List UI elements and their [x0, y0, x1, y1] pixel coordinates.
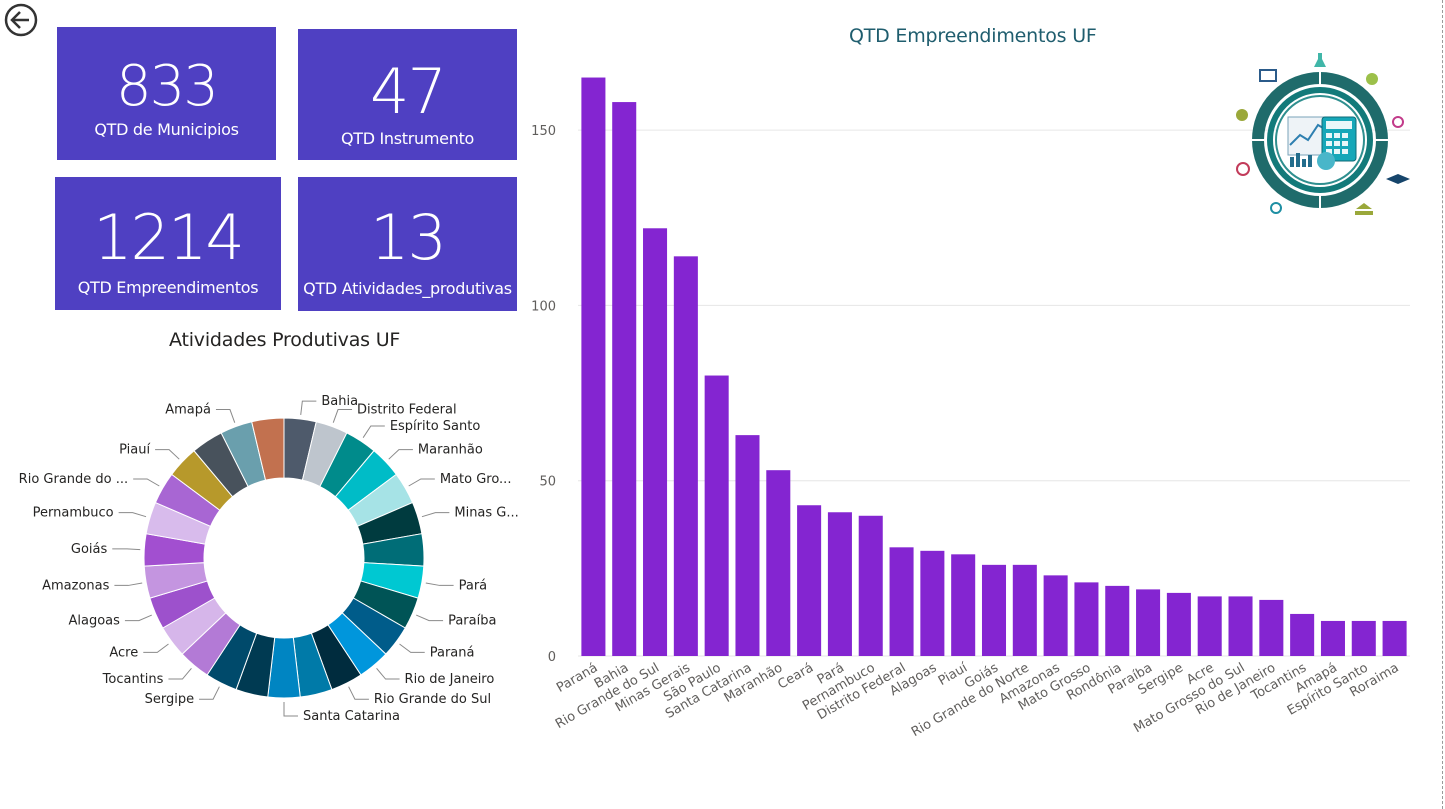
y-tick-label: 100: [531, 299, 556, 314]
donut-leader-line: [399, 643, 425, 653]
donut-slice-label: Sergipe: [145, 692, 194, 707]
donut-slice-label: Amapá: [165, 403, 211, 418]
donut-slice-label: Piauí: [119, 443, 150, 458]
kpi-label: QTD Empreendimentos: [77, 278, 259, 297]
donut-slice-label: Distrito Federal: [357, 403, 457, 418]
bar[interactable]: [920, 550, 945, 656]
bar[interactable]: [1197, 596, 1222, 656]
donut-leader-line: [283, 702, 298, 717]
back-arrow-icon: [4, 3, 38, 37]
donut-leader-line: [112, 548, 141, 551]
y-tick-label: 150: [531, 124, 556, 139]
donut-leader-line: [348, 686, 369, 700]
bar[interactable]: [1290, 613, 1315, 656]
donut-leader-line: [362, 425, 385, 438]
y-tick-label: 0: [548, 650, 556, 665]
donut-leader-line: [168, 667, 192, 680]
donut-slice-label: Tocantins: [102, 672, 164, 687]
kpi-value: 13: [370, 201, 447, 274]
donut-leader-line: [416, 614, 444, 622]
bar[interactable]: [858, 515, 883, 656]
donut-leader-line: [408, 478, 435, 487]
donut-leader-line: [421, 512, 450, 518]
bar[interactable]: [1166, 592, 1191, 656]
bar[interactable]: [1382, 620, 1407, 656]
donut-leader-line: [155, 449, 180, 460]
bar[interactable]: [1043, 575, 1068, 656]
bar[interactable]: [1136, 589, 1161, 656]
bar[interactable]: [735, 435, 760, 656]
donut-leader-line: [300, 400, 317, 416]
donut-leader-line: [215, 409, 236, 423]
bar[interactable]: [643, 228, 668, 656]
kpi-card-empreendimentos[interactable]: 1214 QTD Empreendimentos: [55, 177, 281, 310]
donut-slice-label: Pernambuco: [33, 506, 114, 521]
bar[interactable]: [1259, 599, 1284, 656]
bar[interactable]: [827, 512, 852, 656]
bar[interactable]: [612, 102, 637, 657]
donut-slice-label: Santa Catarina: [303, 709, 400, 724]
kpi-value: 1214: [93, 201, 245, 274]
donut-leader-line: [425, 582, 454, 586]
donut-slice-label: Paraíba: [448, 614, 496, 629]
bar[interactable]: [1074, 582, 1099, 656]
bar[interactable]: [1320, 620, 1345, 656]
donut-chart-title: Atividades Produtivas UF: [169, 329, 401, 351]
bar[interactable]: [951, 554, 976, 656]
kpi-card-municipios[interactable]: 833 QTD de Municipios: [57, 27, 276, 160]
donut-leader-line: [376, 667, 400, 680]
donut-slice-label: Rio de Janeiro: [405, 672, 495, 687]
donut-leader-line: [124, 614, 152, 622]
page-border: [1442, 0, 1443, 809]
bar[interactable]: [1351, 620, 1376, 656]
donut-leader-line: [133, 478, 160, 487]
donut-slice-label: Minas G...: [454, 506, 518, 521]
donut-slice-label: Bahia: [321, 394, 358, 409]
donut-slice-label: Paraná: [430, 645, 475, 660]
donut-slice-label: Rio Grande do ...: [19, 472, 128, 487]
donut-slice-label: Goiás: [71, 542, 108, 557]
x-tick-label: Ceará: [775, 660, 816, 692]
y-tick-label: 50: [539, 475, 556, 490]
bar[interactable]: [704, 375, 729, 656]
donut-leader-line: [199, 686, 220, 700]
kpi-label: QTD de Municipios: [94, 120, 239, 139]
donut-slice[interactable]: [251, 417, 285, 481]
donut-slice-label: Amazonas: [42, 578, 110, 593]
kpi-card-atividades[interactable]: 13 QTD Atividades_produtivas: [298, 177, 517, 311]
bar-chart-title: QTD Empreendimentos UF: [849, 25, 1097, 47]
donut-leader-line: [332, 409, 353, 423]
kpi-label: QTD Atividades_produtivas: [303, 279, 512, 298]
kpi-card-instrumento[interactable]: 47 QTD Instrumento: [298, 29, 517, 160]
donut-slice-label: Maranhão: [418, 443, 483, 458]
bar[interactable]: [981, 564, 1007, 656]
bar[interactable]: [797, 505, 822, 656]
kpi-value: 47: [370, 55, 447, 128]
bar[interactable]: [1012, 564, 1037, 656]
kpi-label: QTD Instrumento: [340, 129, 475, 148]
donut-leader-line: [118, 512, 147, 518]
donut-leader-line: [388, 449, 413, 460]
bar[interactable]: [889, 547, 914, 656]
donut-slice-label: Rio Grande do Sul: [374, 692, 491, 707]
donut-slice-label: Alagoas: [68, 614, 120, 629]
bar[interactable]: [673, 256, 698, 656]
bar[interactable]: [766, 470, 791, 656]
donut-slice-label: Acre: [109, 645, 138, 660]
bar[interactable]: [1228, 596, 1253, 656]
bar[interactable]: [581, 77, 606, 656]
donut-leader-line: [143, 643, 169, 653]
back-button[interactable]: [4, 3, 38, 37]
kpi-value: 833: [116, 54, 219, 119]
donut-slice-label: Pará: [459, 578, 488, 593]
analytics-illustration-icon: [1236, 53, 1410, 215]
donut-leader-line: [114, 582, 143, 586]
donut-slice-label: Espírito Santo: [390, 419, 481, 434]
bar[interactable]: [1105, 585, 1130, 656]
donut-slice-label: Mato Gro...: [440, 472, 512, 487]
